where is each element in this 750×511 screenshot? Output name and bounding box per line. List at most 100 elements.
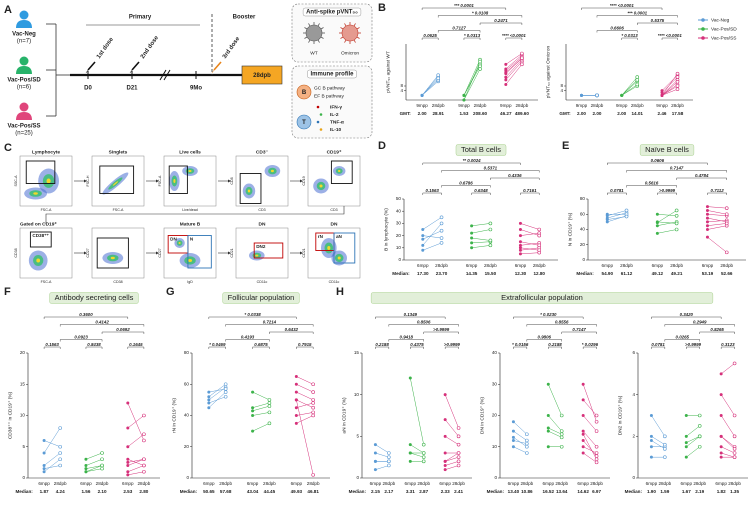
point-pre <box>408 443 412 447</box>
virus-spike <box>320 36 324 39</box>
p-value: * 0.0338 <box>244 312 261 317</box>
panel-letter: D <box>378 140 386 152</box>
p-value: 0.8265 <box>710 327 724 332</box>
phase: Primary <box>129 15 152 21</box>
x-tick-label: 6mpp <box>715 481 727 486</box>
paired-line <box>505 57 523 73</box>
row-value: 6.97 <box>592 489 601 494</box>
flow-axis-label: CD3 <box>330 208 337 212</box>
point-pre <box>705 220 709 224</box>
point-pre <box>421 234 425 238</box>
p-value: 0.2471 <box>494 18 508 23</box>
gate <box>239 173 262 204</box>
plot-title: Gated on CD19⁺ <box>20 221 57 227</box>
point-post <box>456 455 461 459</box>
significance-bracket <box>375 316 446 319</box>
row-value: 53.19 <box>702 271 714 276</box>
p-value: 0.6875 <box>254 342 268 347</box>
flow-axis-label: Live/dead <box>182 208 198 212</box>
point-post <box>267 398 272 402</box>
p-value: 0.4375 <box>410 342 424 347</box>
point-pre <box>605 220 609 224</box>
row-value: 208.60 <box>473 111 487 116</box>
point-post <box>311 413 315 418</box>
p-value: 0.6786 <box>459 180 473 185</box>
point-pre <box>660 93 664 97</box>
row-value: 49.12 <box>652 271 664 276</box>
significance-bracket <box>581 7 663 10</box>
point-pre <box>126 470 130 474</box>
y-tick-label: 30 <box>396 221 402 226</box>
cytokine: IFN-γ <box>330 104 342 110</box>
gate-label: N <box>190 237 194 242</box>
row-label: GMT: <box>400 111 412 116</box>
point-pre <box>126 457 130 461</box>
gating-arrow-head <box>228 179 231 183</box>
p-value: 0.5616 <box>645 180 659 185</box>
significance-bracket <box>621 37 638 40</box>
point-post <box>387 451 391 455</box>
point-pre <box>126 464 130 467</box>
x-tick-label: 9mpp <box>500 103 512 108</box>
gate <box>29 231 52 248</box>
point-post <box>594 413 599 418</box>
significance-bracket <box>676 177 727 180</box>
point-post <box>559 413 564 418</box>
gate <box>330 160 353 184</box>
title-box <box>222 292 300 304</box>
paired-line <box>661 74 678 91</box>
p-value: * 0.0108 <box>472 10 489 15</box>
significance-bracket <box>699 331 735 334</box>
paired-line <box>296 415 314 424</box>
y-tick-label: 4 <box>632 392 635 397</box>
point-post <box>456 426 461 430</box>
p-value: **** <0.0001 <box>502 33 527 38</box>
x-tick-label: 6mpp <box>405 481 417 486</box>
point-post <box>732 361 737 366</box>
point-pre <box>251 406 255 410</box>
y-tick-label: 20 <box>20 350 26 355</box>
p-value: 0.8556 <box>555 319 569 324</box>
x-tick-label: 28dpb <box>591 103 604 108</box>
y-tick-label: 10 <box>354 392 360 397</box>
row-value: 2.00 <box>418 111 427 116</box>
paired-line <box>127 471 144 476</box>
panel-letter: C <box>4 142 12 154</box>
paired-line <box>296 402 314 408</box>
cytokine-dot <box>316 120 320 124</box>
point-pre <box>581 382 585 386</box>
point-pre <box>518 221 522 225</box>
paired-line <box>707 236 727 253</box>
group-n: (n=6) <box>17 85 31 91</box>
significance-bracket <box>505 37 523 40</box>
paired-line <box>721 446 735 454</box>
point-post <box>311 382 315 387</box>
x-tick-label: 28dpb <box>432 103 445 108</box>
point-post <box>439 228 444 233</box>
point-pre <box>518 243 522 247</box>
paired-line <box>43 427 61 454</box>
point-pre <box>579 93 583 97</box>
row-value: 2.17 <box>384 489 393 494</box>
point-post <box>439 241 444 245</box>
point-pre <box>42 439 46 442</box>
p-value: *** 0.0001 <box>454 3 474 8</box>
point-pre <box>470 241 474 245</box>
point-post <box>624 208 629 213</box>
point-pre <box>581 445 585 449</box>
point-pre <box>684 445 688 449</box>
row-value: 44.45 <box>264 489 276 494</box>
point-post <box>387 459 391 464</box>
b-cell <box>296 84 312 100</box>
virus-spike <box>320 27 324 30</box>
row-value: 12.30 <box>515 271 527 276</box>
legend-swatch <box>701 36 705 40</box>
virus-spike <box>356 36 360 39</box>
gating-arrow-head <box>84 251 87 255</box>
point-pre <box>649 434 653 438</box>
point-pre <box>408 376 412 380</box>
point-pre <box>373 443 377 447</box>
point-post <box>311 401 315 405</box>
gating-arrow-head <box>228 251 231 255</box>
